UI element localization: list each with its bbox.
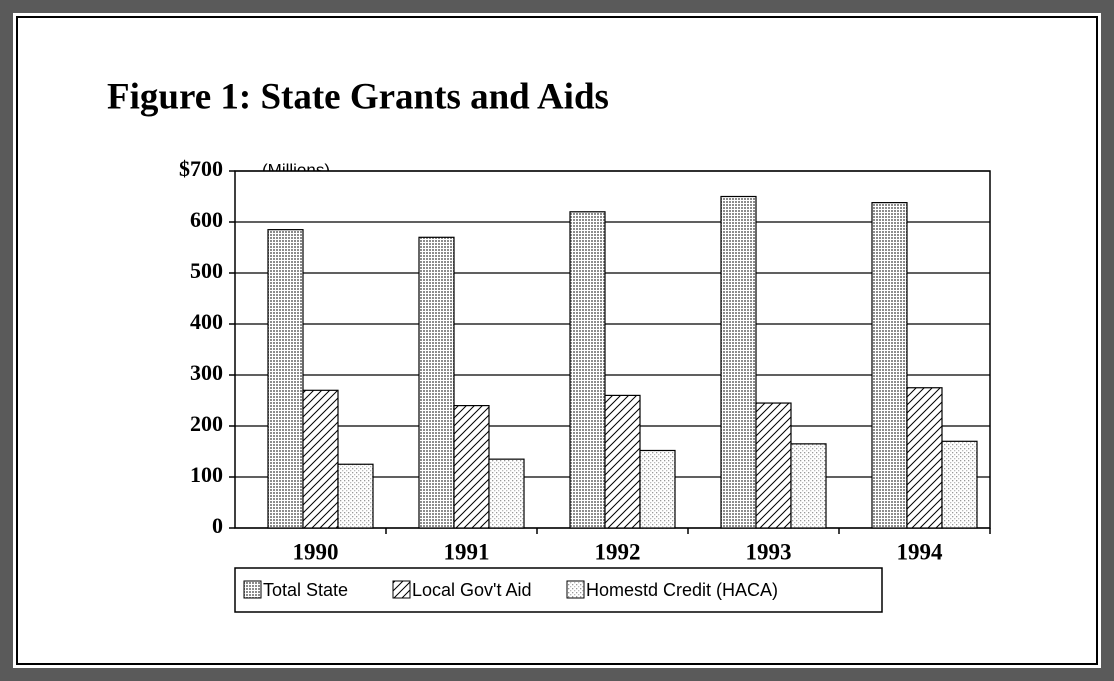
- x-tick-label: 1991: [444, 539, 490, 564]
- legend-swatch: [392, 580, 411, 599]
- bar: [418, 236, 455, 529]
- y-tick-label: 500: [190, 258, 223, 283]
- bar: [639, 449, 676, 529]
- chart-title: Figure 1: State Grants and Aids: [107, 76, 609, 117]
- bar: [453, 405, 490, 529]
- bar: [488, 458, 525, 529]
- bar: [906, 387, 943, 529]
- bar: [569, 211, 606, 529]
- bar: [302, 389, 339, 529]
- legend-swatch: [243, 580, 262, 599]
- y-tick-label: $700: [179, 156, 223, 181]
- y-tick-label: 400: [190, 309, 223, 334]
- bar: [720, 195, 757, 529]
- bar: [604, 394, 641, 529]
- bar: [267, 229, 304, 529]
- bar: [755, 402, 792, 529]
- bar: [337, 463, 374, 529]
- legend-box: [234, 567, 883, 613]
- legend-label: Homestd Credit (HACA): [586, 580, 778, 600]
- x-tick-label: 1994: [897, 539, 944, 564]
- y-tick-label: 600: [190, 207, 223, 232]
- bar: [790, 443, 827, 529]
- legend-label: Local Gov't Aid: [412, 580, 532, 600]
- bar: [871, 202, 908, 529]
- legend-swatch: [566, 580, 585, 599]
- y-tick-label: 300: [190, 360, 223, 385]
- y-tick-label: 100: [190, 462, 223, 487]
- y-tick-label: 0: [212, 513, 223, 538]
- panel-border: [16, 16, 1098, 665]
- legend-label: Total State: [263, 580, 348, 600]
- x-tick-label: 1992: [595, 539, 641, 564]
- x-tick-label: 1993: [746, 539, 792, 564]
- y-tick-label: 200: [190, 411, 223, 436]
- x-tick-label: 1990: [293, 539, 339, 564]
- bar: [941, 440, 978, 529]
